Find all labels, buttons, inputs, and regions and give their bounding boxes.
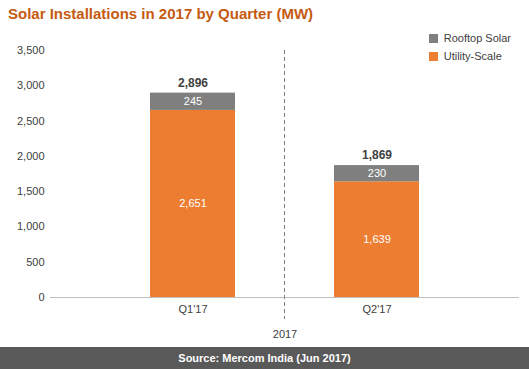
svg-text:1,500: 1,500 xyxy=(17,185,45,197)
svg-text:1,869: 1,869 xyxy=(362,148,392,162)
svg-text:2,500: 2,500 xyxy=(17,115,45,127)
svg-text:Q2'17: Q2'17 xyxy=(362,303,391,315)
svg-text:3,000: 3,000 xyxy=(17,79,45,91)
svg-text:2,651: 2,651 xyxy=(179,197,207,209)
html-text:Rooftop Solar: Rooftop Solar xyxy=(443,32,511,44)
svg-text:2017: 2017 xyxy=(273,328,297,340)
html-text:Source: Mercom India (Jun 2017: Source: Mercom India (Jun 2017) xyxy=(178,352,351,364)
svg-text:2,896: 2,896 xyxy=(178,76,208,90)
svg-text:500: 500 xyxy=(26,256,44,268)
svg-text:230: 230 xyxy=(368,167,386,179)
svg-text:2,000: 2,000 xyxy=(17,150,45,162)
svg-text:1,639: 1,639 xyxy=(363,233,391,245)
svg-text:0: 0 xyxy=(38,291,44,303)
svg-text:Q1'17: Q1'17 xyxy=(178,303,207,315)
svg-text:245: 245 xyxy=(184,95,202,107)
html-text:Utility-Scale: Utility-Scale xyxy=(443,50,502,62)
svg-text:3,500: 3,500 xyxy=(17,44,45,56)
html-text:Solar Installations in 2017 by: Solar Installations in 2017 by Quarter (… xyxy=(8,5,314,22)
svg-text:1,000: 1,000 xyxy=(17,220,45,232)
